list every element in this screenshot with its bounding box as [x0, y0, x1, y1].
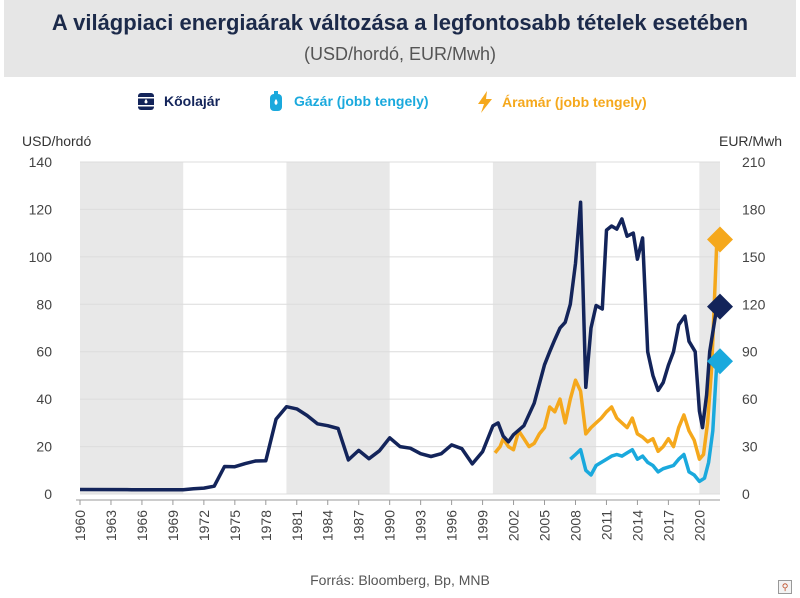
x-tick-label: 1966	[134, 510, 150, 541]
legend-item-gas: Gázár (jobb tengely)	[265, 90, 429, 112]
left-tick-label: 120	[29, 201, 53, 217]
energy-price-chart: 0 0 20 30 40 60 60 90 80 120 100 150 120 180 140 210 196…	[29, 154, 766, 541]
x-tick-label: 1972	[196, 510, 212, 541]
shaded-period-1	[286, 162, 390, 494]
power-price-line	[493, 239, 719, 461]
x-tick-label: 1978	[258, 510, 274, 541]
legend-item-oil: Kőolajár	[135, 90, 220, 112]
x-tick-label: 1999	[475, 510, 491, 541]
legend-item-power: Áramár (jobb tengely)	[475, 90, 647, 114]
x-tick-label: 1993	[413, 510, 429, 541]
x-tick-label: 1987	[351, 510, 367, 541]
legend-label-gas: Gázár (jobb tengely)	[294, 93, 429, 109]
right-tick-label: 60	[742, 391, 758, 407]
legend-label-power: Áramár (jobb tengely)	[502, 94, 647, 110]
gas-price-line	[569, 361, 719, 484]
x-tick-label: 1963	[103, 510, 119, 541]
left-tick-label: 40	[36, 391, 52, 407]
x-tick-label: 1960	[72, 510, 88, 541]
x-tick-label: 1969	[165, 510, 181, 541]
left-tick-label: 20	[36, 439, 52, 455]
zoom-icon[interactable]: ⚲	[778, 580, 792, 594]
right-tick-label: 120	[742, 296, 766, 312]
right-tick-label: 150	[742, 249, 766, 265]
lightning-bolt-icon	[478, 91, 492, 113]
x-tick-label: 1981	[289, 510, 305, 541]
shaded-period-0	[80, 162, 184, 494]
x-tick-label: 2017	[660, 510, 676, 541]
x-tick-label: 1996	[444, 510, 460, 541]
right-tick-label: 90	[742, 344, 758, 360]
left-tick-label: 80	[36, 296, 52, 312]
x-tick-label: 2005	[537, 510, 553, 541]
oil-last-marker	[707, 293, 733, 320]
legend-label-oil: Kőolajár	[164, 93, 221, 109]
left-tick-label: 60	[36, 344, 52, 360]
x-tick-label: 2014	[629, 510, 645, 541]
right-axis-label: EUR/Mwh	[718, 133, 782, 149]
gas-last-marker	[707, 348, 733, 375]
x-tick-label: 2020	[691, 510, 707, 541]
left-tick-label: 100	[29, 249, 53, 265]
chart-legend: Kőolajár Gázár (jobb tengely) Áramár (jo…	[0, 86, 800, 116]
right-tick-label: 210	[742, 154, 766, 170]
left-axis-label: USD/hordó	[22, 133, 92, 149]
oil-barrel-icon	[138, 93, 154, 110]
power-last-marker	[707, 226, 733, 253]
chart-title: A világpiaci energiaárak változása a leg…	[51, 10, 749, 35]
x-tick-label: 2011	[598, 510, 614, 540]
right-tick-label: 180	[742, 201, 766, 217]
left-tick-label: 140	[29, 154, 53, 170]
gas-cylinder-icon	[270, 91, 282, 111]
chart-subtitle: (USD/hordó, EUR/Mwh)	[303, 44, 497, 64]
x-tick-label: 2002	[506, 510, 522, 541]
x-tick-label: 1984	[320, 510, 336, 541]
x-tick-label: 1990	[382, 510, 398, 541]
left-tick-label: 0	[44, 486, 52, 502]
source-note: Forrás: Bloomberg, Bp, MNB	[310, 572, 490, 588]
chart-header: A világpiaci energiaárak változása a leg…	[4, 0, 796, 77]
oil-price-line	[79, 200, 719, 492]
right-tick-label: 30	[742, 439, 758, 455]
x-tick-label: 2008	[567, 510, 583, 541]
x-tick-label: 1975	[227, 510, 243, 541]
right-tick-label: 0	[742, 486, 750, 502]
